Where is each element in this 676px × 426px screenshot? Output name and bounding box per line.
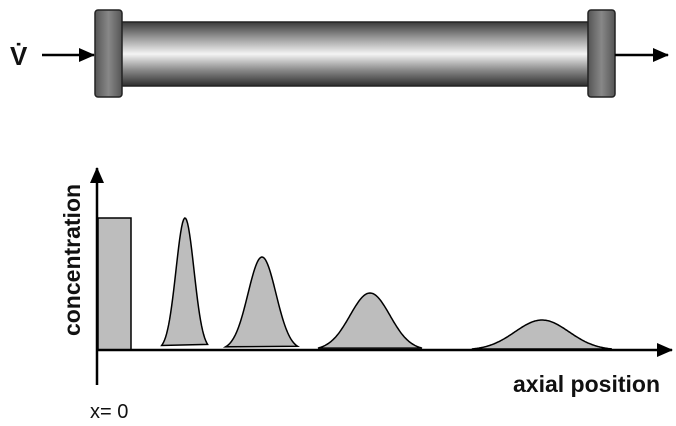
x-axis-label: axial position bbox=[513, 371, 660, 397]
inlet-cap bbox=[94, 9, 123, 98]
peak bbox=[471, 319, 612, 350]
column bbox=[94, 9, 616, 98]
profiles bbox=[97, 217, 612, 351]
flow-label: V̇ bbox=[10, 41, 28, 71]
inlet-pulse bbox=[97, 217, 132, 351]
y-axis-label: concentration bbox=[59, 184, 85, 336]
outlet-cap bbox=[587, 9, 616, 98]
peak bbox=[317, 292, 423, 349]
peak bbox=[222, 256, 300, 348]
tube bbox=[117, 21, 593, 87]
peak bbox=[160, 217, 209, 347]
origin-label: x= 0 bbox=[90, 401, 128, 423]
